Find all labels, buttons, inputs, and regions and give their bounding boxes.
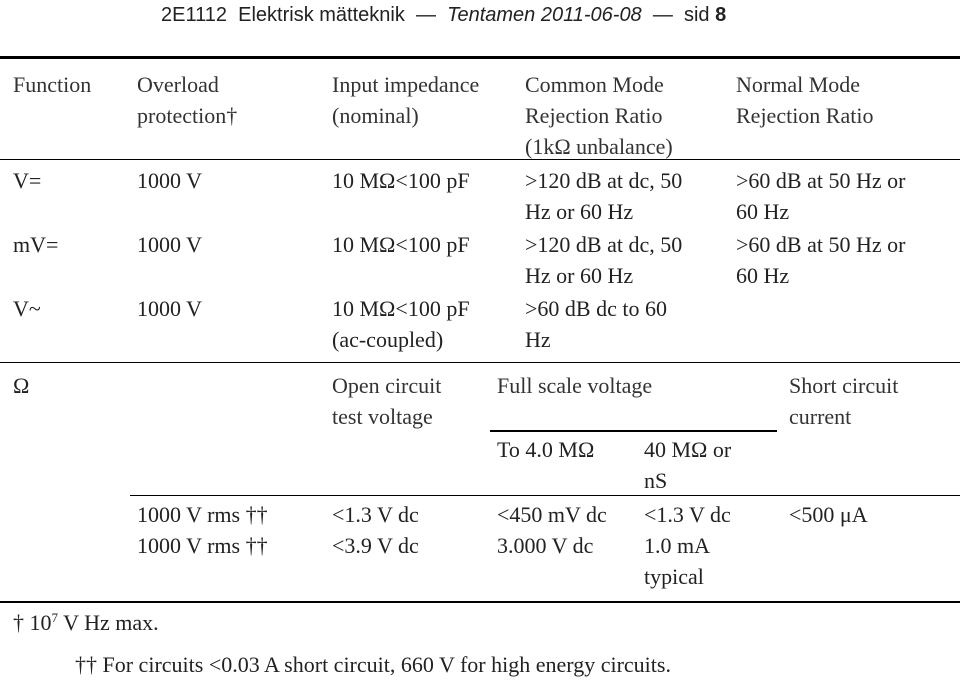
header-open-circuit: Open circuit: [332, 373, 442, 398]
footnote-double-dagger: †† For circuits <0.03 A short circuit, 6…: [75, 649, 671, 680]
cell-short: <500 μA: [789, 502, 868, 527]
cell-typical: typical: [644, 564, 704, 589]
header-short-circuit: current: [789, 404, 852, 429]
cell-to-4: 3.000 V dc: [497, 533, 594, 558]
course-code: 2E1112: [161, 4, 227, 26]
table-top-rule: [0, 56, 960, 59]
section-rule: [0, 362, 960, 363]
header-overload: protection†: [137, 103, 238, 128]
cell-nmrr: >60 dB at 50 Hz or: [736, 232, 906, 257]
header-overload: Overload: [137, 72, 219, 97]
footnote-prefix: † 10: [13, 610, 52, 635]
cell-open-circuit: <1.3 V dc: [332, 502, 419, 527]
full-scale-rule: [490, 430, 777, 432]
footnote-suffix: V Hz max.: [58, 610, 159, 635]
cell-40: <1.3 V dc: [644, 502, 731, 527]
cell-overload: 1000 V: [137, 232, 202, 257]
header-impedance: (nominal): [332, 103, 419, 128]
cell-overload: 1000 V: [137, 168, 202, 193]
cell-nmrr: 60 Hz: [736, 263, 790, 288]
header-function: Function: [13, 72, 92, 97]
cell-function: V=: [13, 168, 42, 193]
header-dash: —: [415, 4, 436, 26]
cell-to-4: <450 mV dc: [497, 502, 607, 527]
cell-impedance: (ac-coupled): [332, 327, 444, 352]
page-number: 8: [715, 4, 727, 26]
exam-title: Tentamen 2011-06-08: [447, 4, 642, 26]
course-subject: Elektrisk mätteknik: [238, 4, 405, 26]
cell-function-ohm: Ω: [13, 373, 30, 398]
cell-impedance: 10 MΩ<100 pF: [332, 296, 470, 321]
header-40: nS: [644, 468, 668, 493]
cell-open-circuit: <3.9 V dc: [332, 533, 419, 558]
footnote-text: †† For circuits <0.03 A short circuit, 6…: [75, 652, 671, 677]
table-bottom-rule: [0, 601, 960, 603]
cell-cmrr: >60 dB dc to 60: [525, 296, 667, 321]
header-full-scale: Full scale voltage: [497, 373, 653, 398]
header-cmrr: Rejection Ratio: [525, 103, 663, 128]
cell-impedance: 10 MΩ<100 pF: [332, 232, 470, 257]
header-40: 40 MΩ or: [644, 437, 732, 462]
footnote-dagger: † 107 V Hz max.: [13, 607, 159, 638]
cell-overload: 1000 V rms ††: [137, 533, 268, 558]
sub-header-rule: [130, 495, 960, 496]
header-to-4: To 4.0 MΩ: [497, 437, 595, 462]
header-open-circuit: test voltage: [332, 404, 433, 429]
header-dash: —: [652, 4, 673, 26]
cell-impedance: 10 MΩ<100 pF: [332, 168, 470, 193]
header-bottom-rule: [0, 159, 960, 160]
cell-overload: 1000 V: [137, 296, 202, 321]
footnote-exponent: 7: [51, 610, 59, 625]
cell-cmrr: >120 dB at dc, 50: [525, 232, 683, 257]
cell-40: 1.0 mA: [644, 533, 710, 558]
header-nmrr: Rejection Ratio: [736, 103, 874, 128]
cell-cmrr: >120 dB at dc, 50: [525, 168, 683, 193]
header-impedance: Input impedance: [332, 72, 480, 97]
cell-nmrr: >60 dB at 50 Hz or: [736, 168, 906, 193]
cell-nmrr: 60 Hz: [736, 199, 790, 224]
cell-cmrr: Hz or 60 Hz: [525, 199, 634, 224]
header-cmrr: Common Mode: [525, 72, 664, 97]
page-header: 2E1112 Elektrisk mätteknik — Tentamen 20…: [161, 2, 726, 28]
cell-function: mV=: [13, 232, 59, 257]
cell-cmrr: Hz: [525, 327, 551, 352]
cell-function: V~: [13, 296, 41, 321]
header-nmrr: Normal Mode: [736, 72, 861, 97]
header-short-circuit: Short circuit: [789, 373, 899, 398]
page-label: sid: [683, 4, 710, 26]
cell-overload: 1000 V rms ††: [137, 502, 268, 527]
cell-cmrr: Hz or 60 Hz: [525, 263, 634, 288]
header-cmrr: (1kΩ unbalance): [525, 134, 673, 159]
